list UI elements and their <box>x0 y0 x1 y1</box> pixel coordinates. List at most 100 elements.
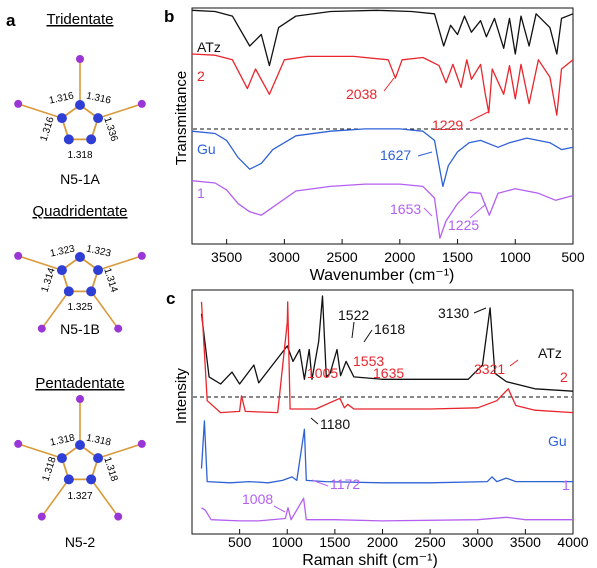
bond-label: 1.318 <box>67 150 92 161</box>
x-tick-label: 500 <box>228 534 252 550</box>
x-tick-label: 2000 <box>384 249 415 265</box>
nitrogen-atom <box>63 134 74 145</box>
nitrogen-atom <box>75 252 85 262</box>
series-group <box>200 295 574 522</box>
structure-header: Quadridentate <box>32 203 127 220</box>
x-tick-label: 2500 <box>415 534 446 550</box>
metal-atom <box>37 512 46 521</box>
bond-label: 1.325 <box>67 302 92 313</box>
annotation-arrow <box>417 151 433 157</box>
series-label-gu: Gu <box>548 433 567 449</box>
series-line-atz <box>191 9 574 67</box>
x-tick-label: 3000 <box>269 249 300 265</box>
series-line-gu <box>200 420 573 484</box>
panel-b-letter: b <box>164 7 174 26</box>
bond-label: 1.316 <box>85 91 112 107</box>
peak-annotation: 1553 <box>353 353 384 369</box>
series-label-2: 2 <box>560 369 568 385</box>
metal-atom <box>14 99 23 108</box>
structure-header: Pentadentate <box>35 375 124 392</box>
metal-atom <box>137 439 146 448</box>
bond-label: 1.318 <box>41 455 59 483</box>
panel-c-raman-chart: c 500 1000 1500 2000 2500 3000 3500 4000 Raman … <box>166 289 589 568</box>
nitrogen-atom <box>63 286 74 297</box>
structure-n5-2: Pentadentate 1.318 1.318 1.318 1.327 1.3… <box>14 375 146 550</box>
bond-label: 1.314 <box>101 267 119 295</box>
peak-annotation: 2038 <box>346 86 377 102</box>
x-tick-label: 2500 <box>327 249 358 265</box>
y-axis-label: Transmittance <box>173 71 190 165</box>
coordination-bond <box>90 478 119 518</box>
bond-label: 1.318 <box>85 433 112 449</box>
nitrogen-atom <box>56 113 67 124</box>
structure-name: N5-2 <box>65 534 96 550</box>
peak-annotation: 1627 <box>380 147 411 163</box>
bond-label: 1.316 <box>48 90 75 106</box>
nitrogen-atom <box>75 440 85 450</box>
coordination-bond <box>17 103 63 119</box>
x-tick-label: 500 <box>561 249 585 265</box>
nitrogen-atom <box>56 453 67 464</box>
peak-annotation: 1522 <box>338 307 369 323</box>
metal-atom <box>76 55 84 63</box>
n5-ring <box>60 255 100 293</box>
structure-n5-1a: Tridentate 1.316 1.316 1.336 1.318 1.316… <box>14 11 146 187</box>
bond-label: 1.318 <box>49 432 76 448</box>
nitrogen-atom <box>75 100 85 110</box>
series-line-1 <box>191 180 574 239</box>
peak-annotation: 1229 <box>432 117 463 133</box>
series-group <box>191 9 574 239</box>
metal-atom <box>137 251 146 260</box>
x-tick-label: 4000 <box>557 534 588 550</box>
x-tick-label: 3000 <box>462 534 493 550</box>
molecule-diagram <box>14 55 146 145</box>
bond-label: 1.336 <box>101 116 119 144</box>
annotation-arrow <box>423 207 433 217</box>
annotation-arrow <box>363 329 373 343</box>
peak-annotation: 1005 <box>307 365 338 381</box>
series-label-1: 1 <box>197 185 205 201</box>
panel-b-ir-chart: b 3500 3000 2500 2000 1500 1000 500 Wavenumber… <box>164 7 585 284</box>
annotation-arrow <box>310 417 319 425</box>
structure-header: Tridentate <box>47 11 114 28</box>
molecule-diagram <box>14 395 146 521</box>
series-label-atz: ATz <box>197 39 221 55</box>
series-label-atz: ATz <box>538 345 562 361</box>
panel-c-letter: c <box>166 289 175 308</box>
coordination-bond <box>17 443 63 459</box>
metal-atom <box>76 395 84 403</box>
peak-annotation: 1653 <box>390 201 421 217</box>
bond-label: 1.323 <box>49 243 76 259</box>
annotation-arrow <box>469 111 489 122</box>
metal-atom <box>14 251 23 260</box>
metal-atom <box>137 99 146 108</box>
nitrogen-atom <box>56 265 67 276</box>
nitrogen-atom <box>93 453 104 464</box>
x-tick-label: 1000 <box>500 249 531 265</box>
structure-name: N5-1A <box>60 171 100 187</box>
x-axis-label: Wavenumber (cm⁻¹) <box>310 267 455 284</box>
bond-label: 1.323 <box>85 244 112 260</box>
coordination-bond <box>41 478 70 518</box>
structure-n5-1b: Quadridentate 1.323 1.323 1.314 1.325 1.… <box>14 203 146 337</box>
annotation-arrow <box>509 359 519 367</box>
n5-ring <box>60 443 100 481</box>
series-label-gu: Gu <box>197 141 216 157</box>
x-tick-label: 3500 <box>510 534 541 550</box>
bond-label: 1.314 <box>40 266 58 294</box>
series-line-2 <box>200 301 574 414</box>
n5-ring <box>60 103 100 141</box>
molecule-diagram <box>14 251 146 333</box>
coordination-bond <box>97 255 143 271</box>
annotation-arrow <box>469 203 487 219</box>
nitrogen-atom <box>86 134 97 145</box>
metal-atom <box>14 439 23 448</box>
x-tick-label: 1500 <box>442 249 473 265</box>
y-axis-label: Intensity <box>173 368 190 424</box>
peak-annotation: 1225 <box>448 217 479 233</box>
annotation-arrow <box>473 307 487 314</box>
x-tick-label: 3500 <box>211 249 242 265</box>
coordination-bond <box>17 255 63 271</box>
structure-name: N5-1B <box>60 321 100 337</box>
x-tick-label: 2000 <box>367 534 398 550</box>
